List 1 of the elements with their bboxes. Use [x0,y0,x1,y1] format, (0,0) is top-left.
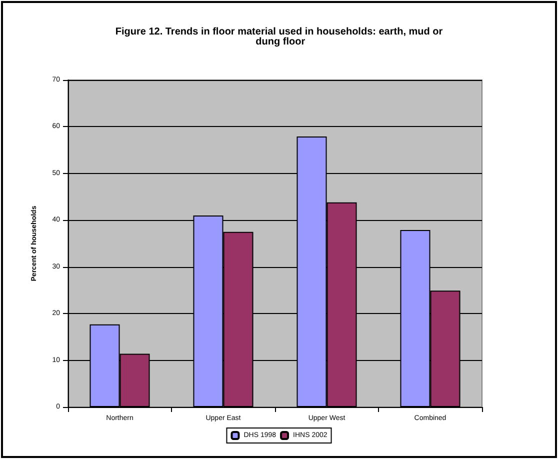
chart-title: Figure 12. Trends in floor material used in households: earth, mud or dung floor [115,26,443,48]
